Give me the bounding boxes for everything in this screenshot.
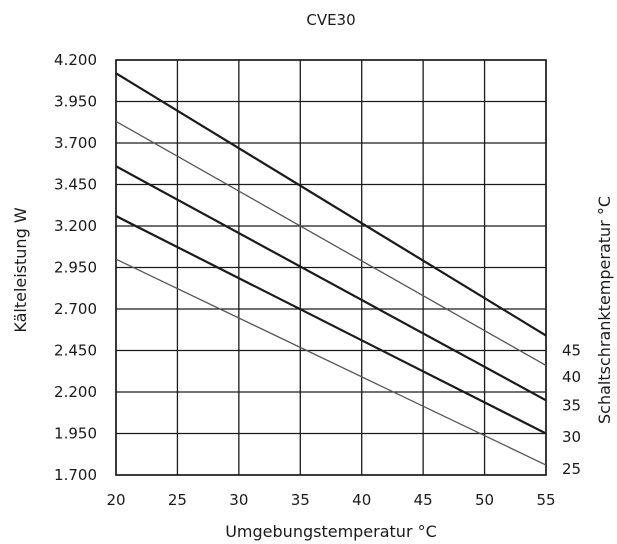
y-axis-label: Kälteleistung W	[11, 207, 30, 332]
series-label-40: 40	[562, 368, 581, 386]
series-label-30: 30	[562, 428, 581, 446]
plot-frame	[115, 59, 547, 476]
y-tick-label: 2.950	[54, 259, 97, 277]
y-tick-label: 1.950	[54, 425, 97, 443]
series-label-25: 25	[562, 460, 581, 478]
x-tick-label: 30	[229, 491, 248, 509]
series-line-35	[115, 165, 547, 402]
x-tick-label: 25	[168, 491, 187, 509]
y-tick-label: 2.450	[54, 342, 97, 360]
series-label-45: 45	[562, 342, 581, 360]
grid	[115, 59, 547, 476]
series-line-25	[115, 258, 547, 466]
x-tick-label: 45	[414, 491, 433, 509]
x-tick-label: 20	[106, 491, 125, 509]
y-tick-label: 4.200	[54, 51, 97, 69]
x-tick-label: 40	[352, 491, 371, 509]
x-tick-label: 55	[536, 491, 555, 509]
y-tick-label: 2.700	[54, 300, 97, 318]
y-tick-label: 2.200	[54, 383, 97, 401]
series-line-45	[115, 72, 547, 337]
y-tick-label: 3.700	[54, 134, 97, 152]
y-tick-labels: 1.700 1.950 2.200 2.450 2.700 2.950 3.200 3.450…	[54, 51, 97, 484]
x-axis-label: Umgebungstemperatur °C	[225, 522, 437, 541]
right-axis-label: Schaltschranktemperatur °C	[595, 196, 614, 424]
series-line-30	[115, 215, 547, 435]
series-label-35: 35	[562, 396, 581, 414]
series-lines	[115, 72, 547, 466]
y-tick-label: 3.950	[54, 93, 97, 111]
y-tick-label: 1.700	[54, 466, 97, 484]
x-tick-labels: 20 25 30 35 40 45 50 55	[106, 491, 555, 509]
x-tick-label: 35	[291, 491, 310, 509]
y-tick-label: 3.200	[54, 217, 97, 235]
y-tick-label: 3.450	[54, 176, 97, 194]
chart-title: CVE30	[306, 11, 355, 29]
series-line-40	[115, 120, 547, 367]
x-tick-label: 50	[475, 491, 494, 509]
series-labels: 45 40 35 30 25	[562, 342, 581, 479]
